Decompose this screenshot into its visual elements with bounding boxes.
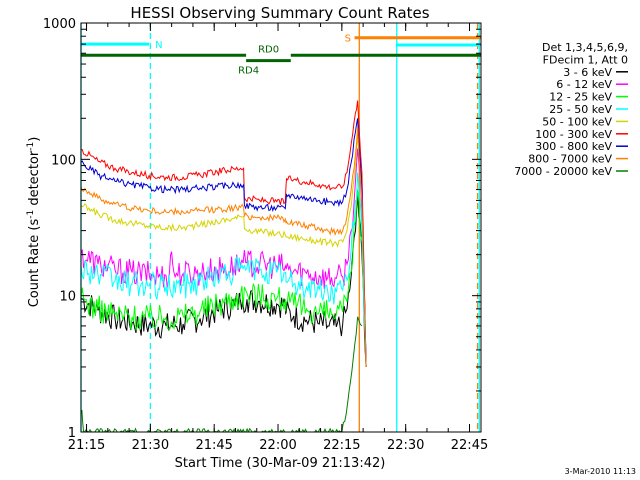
plot-area: N S RD0 RD4 21:15 21:30 21:45 22:00 22:15 22:30 22… <box>43 17 488 453</box>
x-tick-label: 21:30 <box>132 438 169 453</box>
data-series-line <box>81 118 367 368</box>
legend-entry-label: 6 - 12 keV <box>556 78 612 91</box>
legend: Det 1,3,4,5,6,9,FDecim 1, Att 03 - 6 keV… <box>514 41 628 178</box>
chart-title: HESSI Observing Summary Count Rates <box>130 4 429 22</box>
y-axis-label-superscript: -1 <box>26 142 36 151</box>
y-tick-label: 1 <box>68 426 76 441</box>
x-tick-label: 22:15 <box>323 438 360 453</box>
legend-entry-label: 25 - 50 keV <box>549 103 612 116</box>
legend-entry-label: 300 - 800 keV <box>535 140 612 153</box>
x-tick-label: 22:45 <box>451 438 488 453</box>
legend-entry-label: 100 - 300 keV <box>535 128 612 141</box>
legend-entry-label: 3 - 6 keV <box>563 66 612 79</box>
rd0-label: RD0 <box>258 44 279 55</box>
y-axis-label-part: Count Rate (s <box>27 219 42 308</box>
attenuator-state-label: S <box>345 34 351 45</box>
data-series-line <box>81 100 367 368</box>
data-series-line <box>81 148 367 368</box>
x-tick-label: 21:45 <box>195 438 232 453</box>
y-tick-label: 1000 <box>43 17 76 32</box>
y-tick-label: 10 <box>59 290 76 305</box>
data-series-line <box>81 172 367 368</box>
legend-entry-label: 7000 - 20000 keV <box>514 165 612 178</box>
x-tick-label: 22:30 <box>387 438 424 453</box>
rd4-label: RD4 <box>238 66 259 77</box>
y-axis-label-part: ) <box>27 137 42 142</box>
legend-entry-label: 50 - 100 keV <box>542 115 612 128</box>
legend-entry-label: 12 - 25 keV <box>549 91 612 104</box>
timestamp-label: 3-Mar-2010 11:13 <box>565 467 636 476</box>
data-series-line <box>81 316 363 432</box>
data-series-line <box>81 127 367 368</box>
legend-entry-label: 800 - 7000 keV <box>528 153 612 166</box>
attenuator-state-label: N <box>155 40 162 51</box>
y-tick-label: 100 <box>51 153 76 168</box>
y-axis-label: Count Rate (s-1 detector-1) <box>26 137 42 308</box>
x-axis-label: Start Time (30-Mar-09 21:13:42) <box>175 456 386 471</box>
legend-header: Det 1,3,4,5,6,9, <box>542 41 628 54</box>
legend-header: FDecim 1, Att 0 <box>543 53 628 66</box>
plot-frame <box>80 22 482 433</box>
data-series-line <box>81 189 367 368</box>
data-series-line <box>81 135 367 368</box>
y-axis-label-part: detector <box>27 150 42 210</box>
x-tick-label: 22:00 <box>259 438 296 453</box>
x-tick-label: 21:15 <box>68 438 105 453</box>
y-axis-label-superscript: -1 <box>26 210 36 219</box>
